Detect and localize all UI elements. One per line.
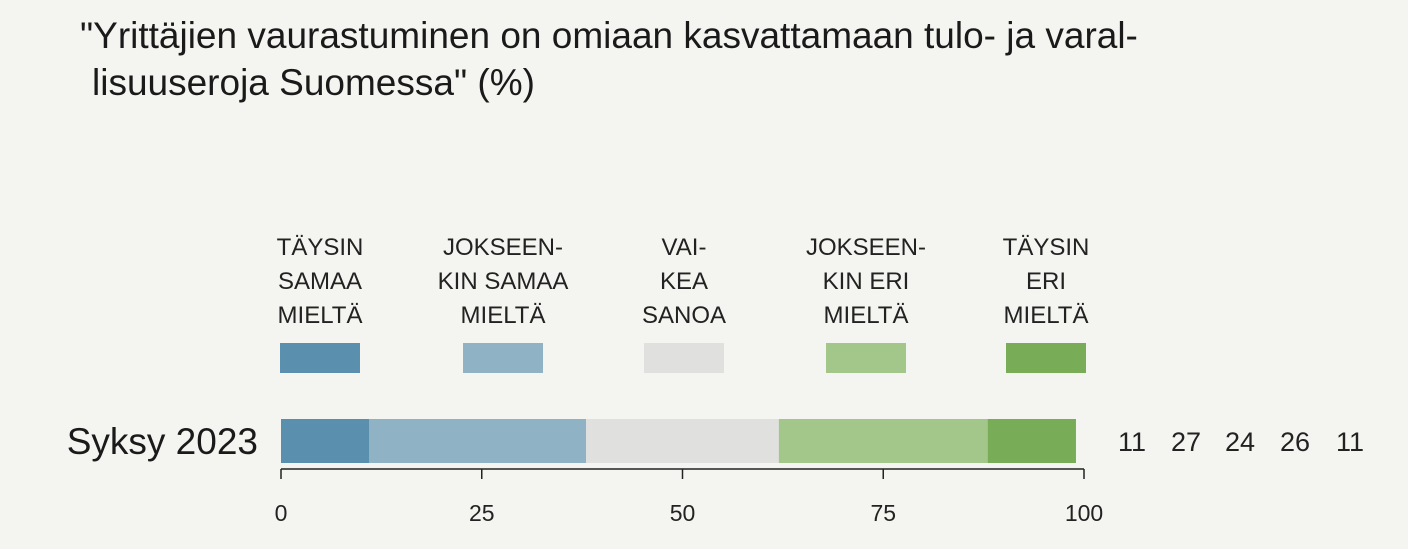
x-tick-label-5: 100 xyxy=(1065,500,1103,526)
value-label-4: 26 xyxy=(1280,427,1310,457)
x-tick-label-4: 75 xyxy=(870,500,896,526)
legend-label-5-line-2: ERI xyxy=(1026,268,1066,295)
legend-label-4-line-3: MIELTÄ xyxy=(824,302,909,329)
legend-label-2-line-1: JOKSEEN- xyxy=(443,234,563,261)
bar-segment-1 xyxy=(281,419,370,463)
legend-swatch-1 xyxy=(280,343,360,373)
chart-title-line-2: lisuuseroja Suomessa" (%) xyxy=(92,62,535,103)
x-tick-label-1: 0 xyxy=(275,500,288,526)
legend-label-4-line-1: JOKSEEN- xyxy=(806,234,926,261)
legend-swatch-4 xyxy=(826,343,906,373)
legend-label-3-line-1: VAI- xyxy=(662,234,707,261)
value-label-2: 27 xyxy=(1171,427,1201,457)
legend-label-3-line-2: KEA xyxy=(660,268,708,295)
legend-label-1-line-1: TÄYSIN xyxy=(277,234,364,261)
legend-label-4-line-2: KIN ERI xyxy=(823,268,910,295)
bar-segment-5 xyxy=(987,419,1076,463)
bar-segment-4 xyxy=(778,419,988,463)
legend-label-5-line-3: MIELTÄ xyxy=(1004,302,1089,329)
chart-title: "Yrittäjien vaurastuminen on omiaan kasv… xyxy=(80,12,1330,106)
legend-label-1-line-2: SAMAA xyxy=(278,268,362,295)
legend-swatch-5 xyxy=(1006,343,1086,373)
legend-label-1-line-3: MIELTÄ xyxy=(278,302,363,329)
x-tick-label-3: 50 xyxy=(670,500,696,526)
legend-label-2-line-2: KIN SAMAA xyxy=(438,268,569,295)
value-label-1: 11 xyxy=(1118,427,1146,457)
value-label-3: 24 xyxy=(1225,427,1255,457)
bar-segment-3 xyxy=(586,419,779,463)
category-label: Syksy 2023 xyxy=(67,421,258,462)
x-tick-label-2: 25 xyxy=(469,500,495,526)
legend-label-2-line-3: MIELTÄ xyxy=(461,302,546,329)
chart-title-line-1: "Yrittäjien vaurastuminen on omiaan kasv… xyxy=(80,15,1138,56)
legend-label-5-line-1: TÄYSIN xyxy=(1003,234,1090,261)
legend-swatch-3 xyxy=(644,343,724,373)
bar-segment-2 xyxy=(369,419,587,463)
legend-label-3-line-3: SANOA xyxy=(642,302,726,329)
value-label-5: 11 xyxy=(1336,427,1364,457)
legend-swatch-2 xyxy=(463,343,543,373)
